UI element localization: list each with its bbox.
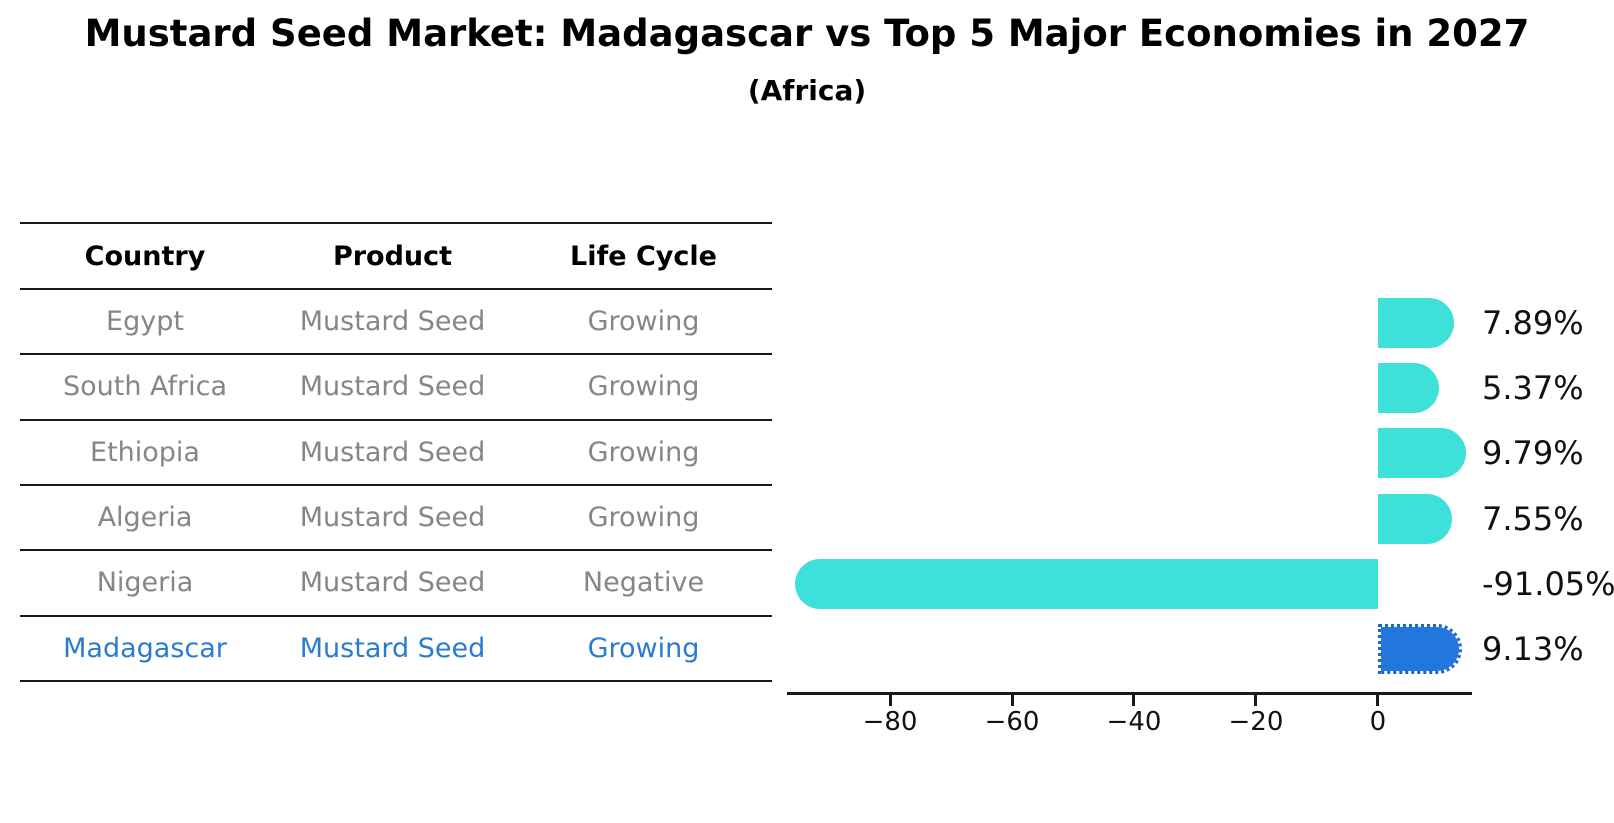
table-body: Egypt Mustard Seed Growing South Africa Must… — [20, 290, 772, 682]
table-cell-country: Algeria — [97, 502, 193, 534]
bar-value-label: 5.37% — [1482, 368, 1584, 407]
table-row: Nigeria Mustard Seed Negative — [20, 551, 772, 617]
x-tick-label: −60 — [984, 707, 1040, 737]
table-cell-life-cycle: Growing — [587, 306, 700, 338]
table-cell-product: Mustard Seed — [299, 371, 486, 403]
column-header-country: Country — [84, 240, 206, 272]
table-cell-country: Egypt — [106, 306, 184, 338]
table-cell-life-cycle: Negative — [582, 567, 705, 599]
table-row: Algeria Mustard Seed Growing — [20, 486, 772, 552]
chart-subtitle: (Africa) — [747, 74, 867, 107]
bar-value-label: 9.13% — [1482, 630, 1584, 669]
x-axis-tick — [1254, 695, 1258, 706]
bar-value-label: -91.05% — [1482, 564, 1614, 603]
country-table: Country Product Life Cycle Egypt Mustard Se… — [20, 222, 772, 682]
table-row: Madagascar Mustard Seed Growing — [20, 617, 772, 682]
bar — [1377, 493, 1452, 544]
table-cell-product: Mustard Seed — [299, 306, 486, 338]
bar — [1377, 297, 1455, 348]
bar-madagascar-highlight — [1377, 624, 1462, 675]
table-row: Ethiopia Mustard Seed Growing — [20, 421, 772, 486]
table-header-row: Country Product Life Cycle — [20, 222, 772, 290]
table-cell-product: Mustard Seed — [299, 502, 486, 534]
column-header-life-cycle: Life Cycle — [570, 240, 717, 272]
x-tick-label: 0 — [1369, 707, 1387, 737]
bar-value-label: 7.55% — [1482, 499, 1584, 538]
chart-title: Mustard Seed Market: Madagascar vs Top 5… — [84, 12, 1530, 55]
x-axis-tick — [1132, 695, 1136, 706]
x-axis-tick — [1376, 695, 1380, 706]
table-cell-country: Madagascar — [63, 632, 227, 664]
x-tick-label: −20 — [1228, 707, 1284, 737]
x-tick-label: −80 — [862, 707, 918, 737]
table-cell-product: Mustard Seed — [299, 632, 486, 664]
table-cell-country: Ethiopia — [90, 436, 200, 468]
table-cell-country: Nigeria — [96, 567, 194, 599]
column-header-product: Product — [332, 240, 453, 272]
bar-value-label: 7.89% — [1482, 303, 1584, 342]
x-tick-label: −40 — [1106, 707, 1162, 737]
bar — [1377, 428, 1466, 479]
table-row: Egypt Mustard Seed Growing — [20, 290, 772, 356]
table-cell-life-cycle: Growing — [587, 436, 700, 468]
table-cell-country: South Africa — [62, 371, 228, 403]
bar-value-label: 9.79% — [1482, 434, 1584, 473]
x-axis-tick — [888, 695, 892, 706]
table-cell-life-cycle: Growing — [587, 371, 700, 403]
table-cell-product: Mustard Seed — [299, 436, 486, 468]
table-cell-life-cycle: Growing — [587, 502, 700, 534]
table-cell-life-cycle: Growing — [587, 632, 700, 664]
bar — [794, 558, 1378, 609]
x-axis-line — [787, 692, 1472, 695]
table-row: South Africa Mustard Seed Growing — [20, 355, 772, 421]
bar — [1377, 362, 1439, 413]
table-cell-product: Mustard Seed — [299, 567, 486, 599]
x-axis-tick — [1010, 695, 1014, 706]
